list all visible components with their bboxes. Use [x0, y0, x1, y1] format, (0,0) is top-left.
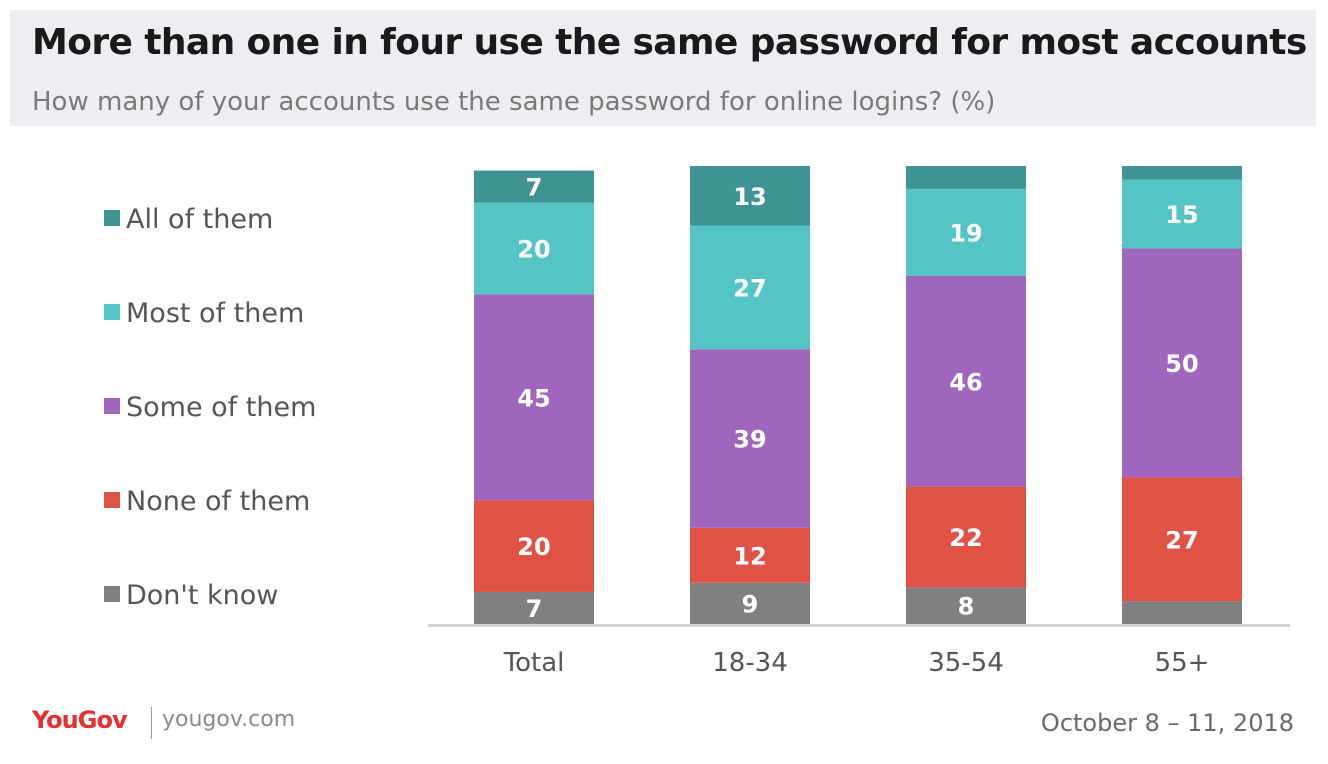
legend-label-some-of-them: Some of them [126, 392, 316, 423]
data-label-18-34-don-t-know: 9 [742, 590, 759, 618]
x-tick-label-18-34: 18-34 [712, 648, 788, 678]
legend-swatch-some-of-them [104, 398, 120, 414]
legend-label-most-of-them: Most of them [126, 298, 304, 329]
data-label-35-54-don-t-know: 8 [958, 593, 975, 621]
data-label-total-all-of-them: 7 [526, 174, 543, 202]
bar-segment-total-most-of-them [474, 202, 594, 295]
chart-title: More than one in four use the same passw… [32, 22, 1307, 63]
bar-segment-18-34-none-of-them [690, 527, 810, 583]
bar-segment-35-54-don-t-know [906, 587, 1026, 624]
data-label-55-most-of-them: 15 [1165, 201, 1198, 229]
legend-label-none-of-them: None of them [126, 486, 310, 517]
data-label-total-none-of-them: 20 [517, 533, 550, 561]
x-tick-label-total: Total [503, 648, 565, 678]
bar-segment-18-34-all-of-them [690, 166, 810, 226]
legend-label-don-t-know: Don't know [126, 580, 278, 611]
data-label-35-54-some-of-them: 46 [949, 368, 982, 396]
chart-header: More than one in four use the same passw… [10, 10, 1316, 126]
legend-swatch-most-of-them [104, 304, 120, 320]
footer-divider [151, 707, 152, 739]
data-label-18-34-most-of-them: 27 [733, 274, 766, 302]
survey-date: October 8 – 11, 2018 [1040, 709, 1294, 737]
data-label-18-34-all-of-them: 13 [733, 183, 766, 211]
data-label-total-some-of-them: 45 [517, 384, 550, 412]
data-label-18-34-none-of-them: 12 [733, 542, 766, 570]
bar-segment-18-34-most-of-them [690, 225, 810, 350]
data-label-55-none-of-them: 27 [1165, 526, 1198, 554]
x-tick-label-35-54: 35-54 [928, 648, 1004, 678]
data-label-total-most-of-them: 20 [517, 235, 550, 263]
legend-swatch-all-of-them [104, 210, 120, 226]
bar-segment-35-54-none-of-them [906, 486, 1026, 588]
bar-segment-35-54-all-of-them [906, 166, 1026, 189]
x-tick-label-55: 55+ [1155, 648, 1210, 678]
chart-subtitle: How many of your accounts use the same p… [32, 87, 996, 117]
bar-segment-55-some-of-them [1122, 248, 1242, 478]
legend-swatch-don-t-know [104, 586, 120, 602]
data-label-35-54-none-of-them: 22 [949, 524, 982, 552]
yougov-logo: YouGov [32, 706, 128, 734]
data-label-total-don-t-know: 7 [526, 595, 543, 623]
data-label-35-54-most-of-them: 19 [949, 219, 982, 247]
bar-segment-18-34-some-of-them [690, 349, 810, 528]
bar-segment-55-most-of-them [1122, 179, 1242, 249]
bar-segment-18-34-don-t-know [690, 582, 810, 624]
data-label-55-some-of-them: 50 [1165, 350, 1198, 378]
bar-segment-55-none-of-them [1122, 477, 1242, 602]
bar-segment-total-none-of-them [474, 500, 594, 592]
bar-segment-55-all-of-them [1122, 166, 1242, 180]
yougov-url: yougov.com [162, 707, 296, 732]
bar-segment-total-all-of-them [474, 170, 594, 203]
bar-segment-55-don-t-know [1122, 601, 1242, 624]
bar-segment-35-54-most-of-them [906, 188, 1026, 276]
data-label-18-34-some-of-them: 39 [733, 426, 766, 454]
bar-segment-total-some-of-them [474, 294, 594, 501]
bar-segment-35-54-some-of-them [906, 275, 1026, 487]
bar-segment-total-don-t-know [474, 591, 594, 624]
legend-label-all-of-them: All of them [126, 204, 273, 235]
legend-swatch-none-of-them [104, 492, 120, 508]
